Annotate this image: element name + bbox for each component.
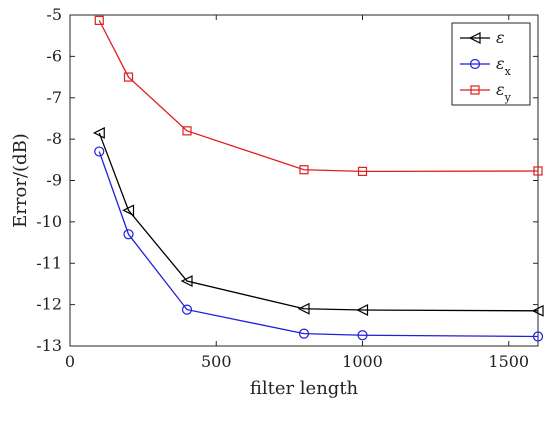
y-tick-label: -12 <box>36 295 62 314</box>
x-tick-label: 1500 <box>488 352 529 371</box>
data-point <box>357 330 368 341</box>
data-point <box>94 15 104 25</box>
series-2 <box>94 146 544 342</box>
legend-item: ε <box>460 28 505 47</box>
y-tick-label: -11 <box>36 253 62 272</box>
legend-label-sub: y <box>504 91 512 104</box>
legend-label-base: ε <box>496 28 505 47</box>
series-layer <box>92 15 544 342</box>
legend-label-base: ε <box>496 54 505 73</box>
data-point <box>94 146 105 157</box>
data-point <box>532 331 544 342</box>
series-3 <box>94 15 543 176</box>
data-point <box>123 72 134 82</box>
series-line <box>98 132 539 312</box>
data-point <box>356 304 369 316</box>
legend-item: εy <box>460 80 512 104</box>
x-axis-label: filter length <box>250 378 359 399</box>
legend-label-sub: x <box>505 65 512 78</box>
y-tick-label: -5 <box>46 5 62 24</box>
data-point <box>92 126 105 139</box>
legend-marker <box>470 85 480 95</box>
legend-item: εx <box>460 54 512 78</box>
x-tick-label: 0 <box>65 352 75 371</box>
x-tick-label: 1000 <box>342 352 383 371</box>
y-tick-label: -10 <box>36 212 62 231</box>
legend-label: ε <box>496 28 505 47</box>
data-point <box>298 328 310 339</box>
data-point <box>180 275 193 288</box>
data-point <box>299 165 309 175</box>
series-line <box>98 20 539 173</box>
y-tick-label: -7 <box>46 88 62 107</box>
data-point <box>533 166 543 176</box>
data-point <box>531 304 544 317</box>
data-point <box>181 304 193 315</box>
data-point <box>122 204 135 217</box>
data-point <box>297 302 310 315</box>
data-point <box>357 166 368 176</box>
y-tick-label: -9 <box>46 171 62 190</box>
y-axis-label: Error/(dB) <box>10 133 31 228</box>
data-point <box>123 229 134 240</box>
legend-label: εy <box>496 80 512 104</box>
legend-label-base: ε <box>496 80 505 99</box>
x-tick-label: 500 <box>201 352 232 371</box>
y-tick-label: -8 <box>46 129 62 148</box>
y-tick-label: -6 <box>46 46 62 65</box>
axis-ticks: 0 500 1000 1500 -5 -6 -7 -8 -9 -10 -11 -12 -13 <box>36 5 538 371</box>
legend-label: εx <box>496 54 512 78</box>
series-1 <box>92 126 544 317</box>
legend-marker <box>469 58 481 70</box>
series-line <box>98 151 539 338</box>
legend-marker <box>468 32 481 44</box>
data-point <box>182 126 192 136</box>
y-tick-label: -13 <box>36 336 62 355</box>
